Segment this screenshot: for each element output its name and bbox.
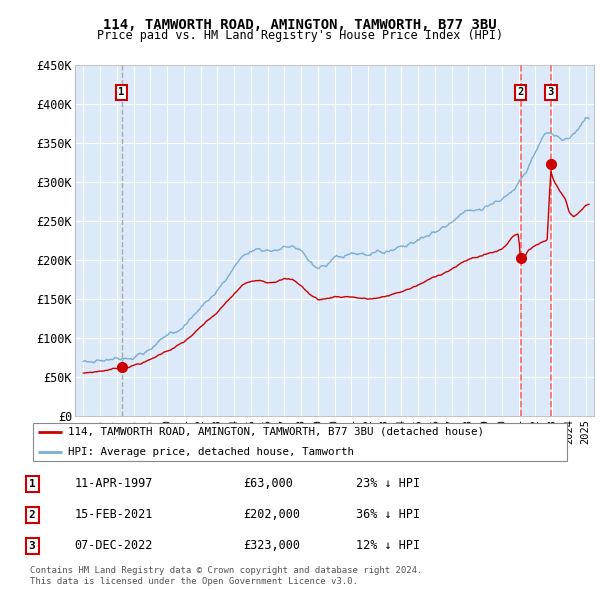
FancyBboxPatch shape [33, 423, 568, 461]
Text: 3: 3 [548, 87, 554, 97]
Text: 114, TAMWORTH ROAD, AMINGTON, TAMWORTH, B77 3BU: 114, TAMWORTH ROAD, AMINGTON, TAMWORTH, … [103, 18, 497, 32]
Text: 07-DEC-2022: 07-DEC-2022 [74, 539, 153, 552]
Text: 2: 2 [518, 87, 524, 97]
Text: 15-FEB-2021: 15-FEB-2021 [74, 508, 153, 522]
Text: Price paid vs. HM Land Registry's House Price Index (HPI): Price paid vs. HM Land Registry's House … [97, 30, 503, 42]
Text: 3: 3 [29, 541, 35, 551]
Text: Contains HM Land Registry data © Crown copyright and database right 2024.
This d: Contains HM Land Registry data © Crown c… [30, 566, 422, 586]
Text: 12% ↓ HPI: 12% ↓ HPI [356, 539, 421, 552]
Text: £323,000: £323,000 [244, 539, 301, 552]
Text: 1: 1 [29, 478, 35, 489]
Text: 11-APR-1997: 11-APR-1997 [74, 477, 153, 490]
Text: 1: 1 [118, 87, 125, 97]
Text: 23% ↓ HPI: 23% ↓ HPI [356, 477, 421, 490]
Text: HPI: Average price, detached house, Tamworth: HPI: Average price, detached house, Tamw… [68, 447, 354, 457]
Text: 36% ↓ HPI: 36% ↓ HPI [356, 508, 421, 522]
Text: 114, TAMWORTH ROAD, AMINGTON, TAMWORTH, B77 3BU (detached house): 114, TAMWORTH ROAD, AMINGTON, TAMWORTH, … [68, 427, 484, 437]
Text: £202,000: £202,000 [244, 508, 301, 522]
Text: £63,000: £63,000 [244, 477, 293, 490]
Text: 2: 2 [29, 510, 35, 520]
